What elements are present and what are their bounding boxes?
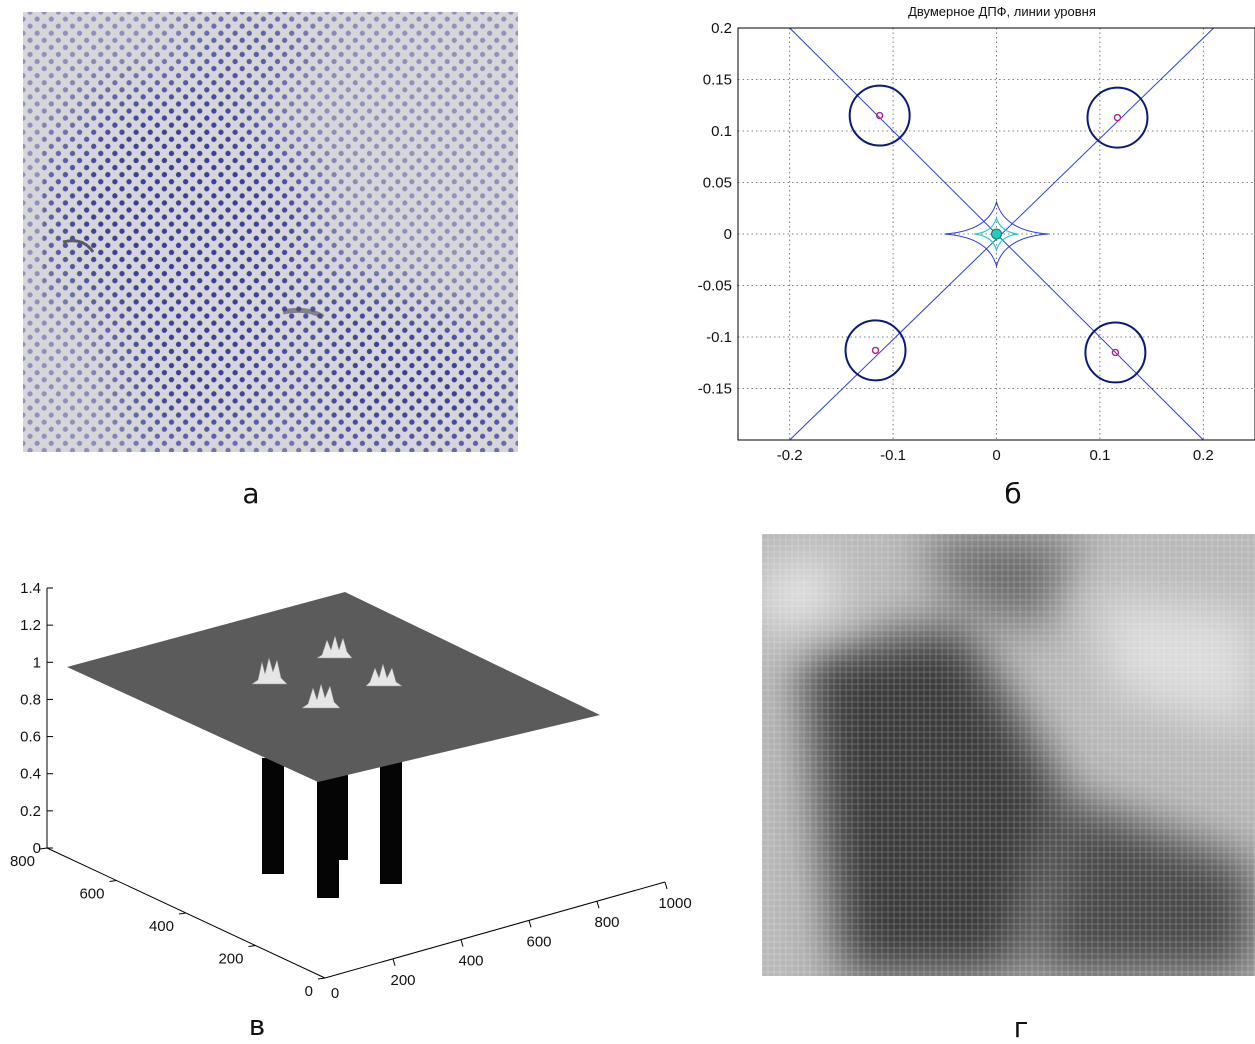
y-tick-label: -0.1	[706, 329, 732, 346]
y-tick	[248, 945, 256, 947]
z-tick-label: 0.6	[20, 729, 41, 746]
peak-contour-circle	[848, 84, 911, 147]
peak-contour-circle	[1084, 321, 1147, 384]
x-tick-label: -0.1	[880, 447, 906, 464]
plot-frame	[737, 27, 1255, 441]
panel-a-image	[23, 12, 518, 452]
x-tick-label: 0	[331, 985, 339, 1002]
panel-g-image	[762, 534, 1255, 976]
floor-axes	[46, 847, 666, 979]
notch-columns	[262, 758, 402, 898]
panel-b-dft-contour-chart: Двумерное ДПФ, линии уровня -0.2 -0.1 0 0.1…	[698, 4, 1255, 464]
center-inner-contour	[974, 215, 1019, 253]
y-tick	[39, 847, 48, 850]
chart-title: Двумерное ДПФ, линии уровня	[908, 4, 1096, 19]
x-tick-label: 1000	[658, 895, 691, 912]
surface-plane	[67, 592, 600, 782]
surface-spikes	[251, 635, 403, 709]
caption-b: б	[1004, 477, 1022, 510]
y-tick-label: 600	[79, 886, 104, 903]
caption-g: г	[1013, 1011, 1029, 1044]
x-tick-label: 600	[526, 933, 551, 950]
z-tick-label: 1.4	[20, 580, 41, 597]
y-tick-label: 400	[149, 918, 174, 935]
z-tick-label: 0.4	[20, 766, 41, 783]
caption-a: а	[242, 477, 260, 510]
peak-contour-circle	[844, 319, 907, 382]
x-tick-label: -0.2	[777, 447, 803, 464]
y-tick-label: 0.15	[703, 72, 732, 89]
x-tick-label: 200	[390, 972, 415, 989]
x-tick-label: 0.2	[1193, 447, 1214, 464]
peak-contour-circle	[1086, 86, 1149, 149]
peak-point	[1113, 113, 1122, 122]
z-tick-label: 0.8	[20, 691, 41, 708]
peak-point	[875, 111, 884, 120]
y-tick-label: 0.1	[711, 123, 732, 140]
y-tick-label: 800	[10, 853, 35, 870]
y-tick-label: -0.05	[698, 278, 732, 295]
y-tick-label: 0.2	[711, 20, 732, 37]
x-tick	[528, 920, 532, 928]
y-tick-label: 0.05	[703, 175, 732, 192]
z-tick-label: 1	[33, 654, 41, 671]
caption-v: в	[248, 1009, 266, 1042]
x-tick-label: 400	[458, 953, 483, 970]
z-tick-label: 0	[33, 840, 41, 857]
y-tick	[109, 880, 117, 882]
x-tick	[392, 958, 396, 966]
peak-point	[871, 346, 880, 355]
x-tick	[460, 939, 464, 947]
z-tick-label: 1.2	[20, 617, 41, 634]
x-tick-label: 0.1	[1089, 447, 1110, 464]
center-peak-point	[991, 228, 1002, 240]
y-tick	[178, 912, 187, 915]
x-tick	[596, 901, 600, 909]
y-tick-label: 0	[305, 983, 313, 1000]
panel-v-surface-chart: 00.20.40.60.811.21.4 0200400600800020040…	[10, 580, 692, 1002]
y-tick-label: 0	[724, 226, 732, 243]
x-tick-label: 800	[594, 914, 619, 931]
x-tick-label: 0	[992, 447, 1000, 464]
peak-point	[1111, 348, 1120, 357]
x-tick	[664, 881, 668, 890]
z-tick-label: 0.2	[20, 803, 41, 820]
y-tick-label: -0.15	[698, 381, 732, 398]
y-tick	[317, 977, 326, 980]
y-tick-label: 200	[218, 951, 243, 968]
center-star-contour	[944, 200, 1049, 268]
